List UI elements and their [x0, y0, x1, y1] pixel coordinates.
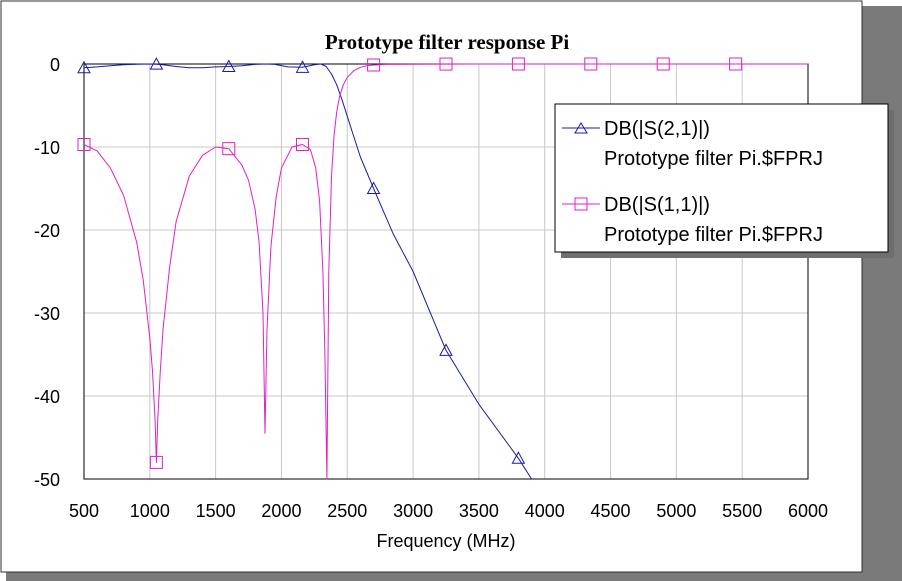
- square-marker: [296, 138, 310, 152]
- x-tick-label: 5000: [656, 501, 696, 521]
- triangle-marker: [295, 60, 310, 73]
- y-tick-label: 0: [50, 55, 60, 75]
- triangle-marker: [221, 59, 236, 72]
- x-tick-label: 500: [69, 501, 99, 521]
- square-marker: [511, 57, 525, 71]
- square-marker: [584, 57, 598, 71]
- x-tick-label: 1000: [130, 501, 170, 521]
- legend-box: [554, 103, 889, 253]
- tick-labels: 500 1000 1500 2000 2500 3000 3500 4000 4500 5000 5…: [34, 55, 828, 521]
- legend: DB(|S(2,1)|) Prototype filter Pi.$FPRJ D…: [554, 103, 894, 258]
- x-tick-label: 3000: [393, 501, 433, 521]
- square-marker: [77, 138, 91, 152]
- triangle-marker: [149, 57, 164, 70]
- frame-border: [0, 0, 863, 573]
- y-tick-label: -20: [34, 221, 60, 241]
- x-tick-label: 5500: [722, 501, 762, 521]
- triangle-marker: [511, 451, 526, 464]
- square-marker: [729, 57, 743, 71]
- chart-title: Prototype filter response Pi: [325, 30, 570, 54]
- legend-label-s11: DB(|S(1,1)|): [604, 194, 710, 216]
- triangle-marker: [366, 181, 381, 194]
- square-marker: [439, 57, 453, 71]
- x-tick-label: 3500: [459, 501, 499, 521]
- x-tick-label: 2000: [261, 501, 301, 521]
- triangle-marker: [77, 60, 91, 74]
- y-tick-label: -40: [34, 387, 60, 407]
- series-line-s11: [84, 63, 808, 480]
- x-tick-label: 4500: [591, 501, 631, 521]
- x-tick-label: 1500: [196, 501, 236, 521]
- y-tick-label: -30: [34, 304, 60, 324]
- triangle-marker: [439, 343, 453, 356]
- series-line-s21: [84, 63, 533, 480]
- legend-marker-square: [574, 197, 588, 211]
- square-marker: [149, 455, 163, 469]
- x-tick-label: 2500: [327, 501, 367, 521]
- legend-marker-triangle: [574, 122, 588, 134]
- y-tick-label: -50: [34, 470, 60, 490]
- square-marker: [367, 58, 381, 72]
- x-axis-label: Frequency (MHz): [376, 531, 515, 551]
- square-marker: [222, 142, 236, 156]
- y-tick-label: -10: [34, 138, 60, 158]
- square-marker: [656, 57, 670, 71]
- marker-layer: [77, 57, 743, 469]
- series-layer: [84, 63, 808, 480]
- x-tick-label: 6000: [788, 501, 828, 521]
- legend-source-s21: Prototype filter Pi.$FPRJ: [604, 148, 823, 170]
- legend-label-s21: DB(|S(2,1)|): [604, 118, 710, 140]
- legend-source-s11: Prototype filter Pi.$FPRJ: [604, 224, 823, 246]
- x-tick-label: 4000: [525, 501, 565, 521]
